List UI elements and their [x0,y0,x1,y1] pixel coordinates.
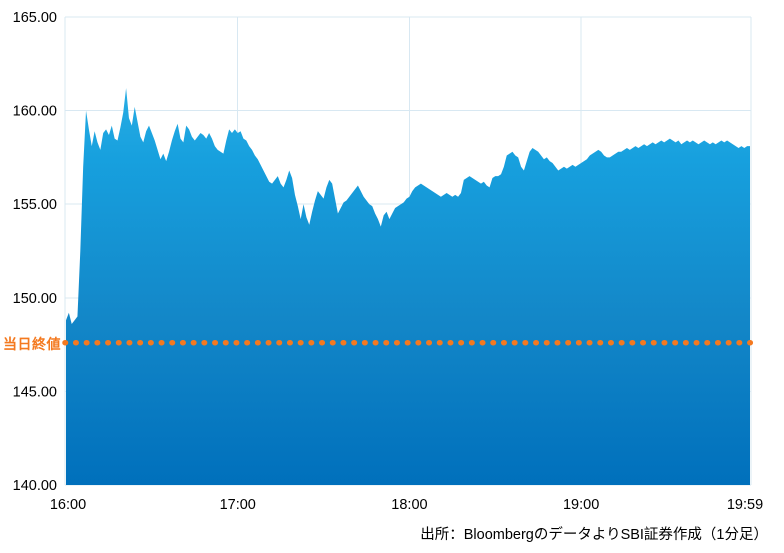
source-caption: 出所：BloombergのデータよりSBI証券作成（1分足） [420,527,768,543]
x-axis-label: 19:59 [727,497,763,513]
y-axis-label: 145.00 [13,384,57,400]
x-axis-label: 17:00 [220,497,256,513]
closing-price-label: 当日終値 [3,335,61,352]
y-axis-label: 140.00 [13,478,57,494]
price-area [66,88,750,485]
x-axis-label: 19:00 [563,497,599,513]
x-axis-label: 16:00 [50,497,86,513]
y-axis-label: 155.00 [13,197,57,213]
y-axis-label: 160.00 [13,104,57,120]
y-axis-label: 150.00 [13,291,57,307]
x-axis-label: 18:00 [391,497,427,513]
y-axis-label: 165.00 [13,10,57,26]
